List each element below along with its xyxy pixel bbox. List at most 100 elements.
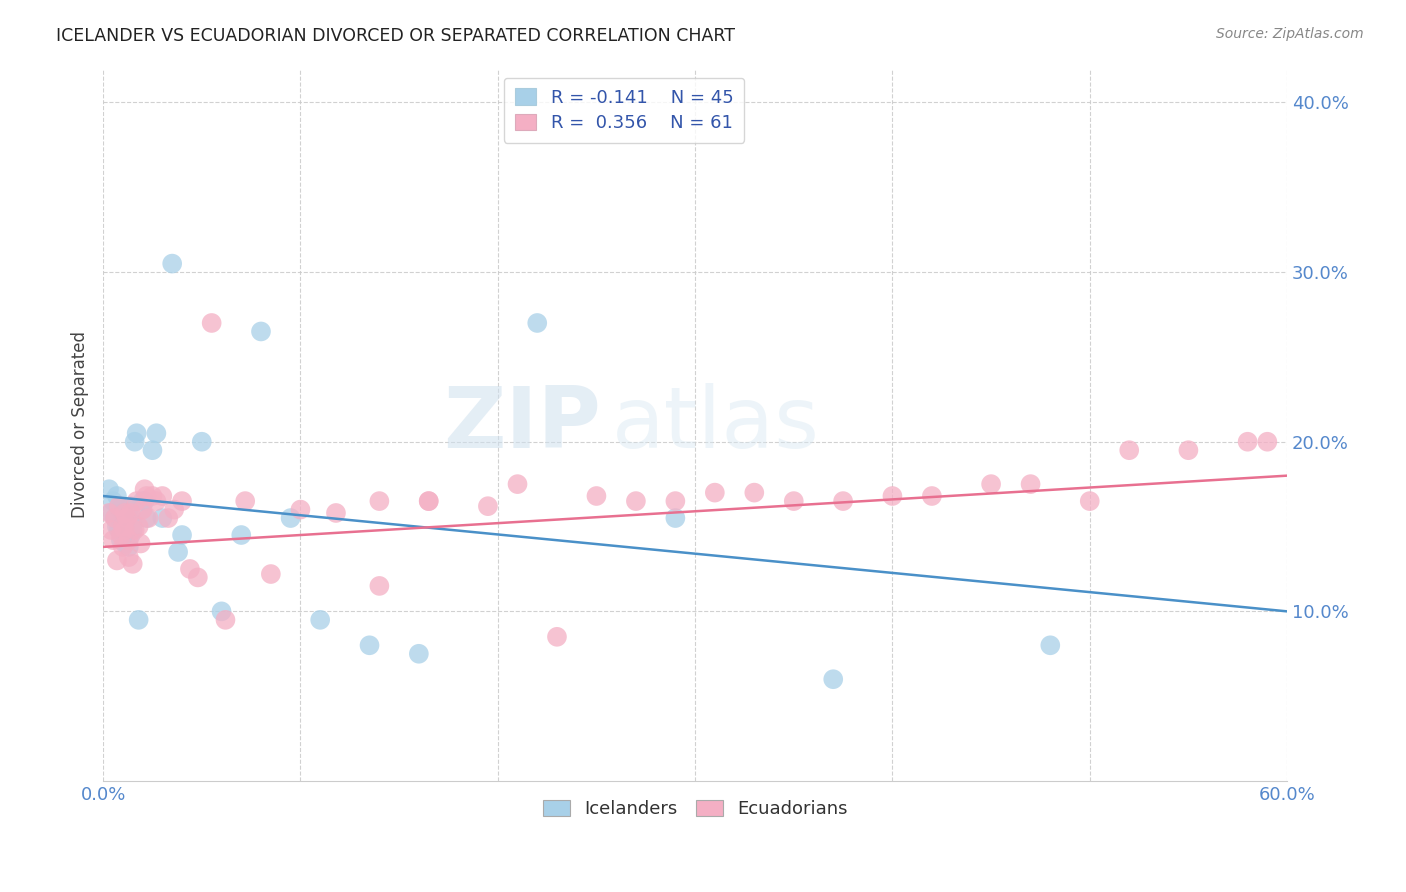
Point: [120, 499, 142, 513]
Point: [546, 630, 568, 644]
Point: [418, 494, 440, 508]
Point: [110, 502, 132, 516]
Point: [526, 316, 548, 330]
Point: [135, 489, 157, 503]
Point: [115, 511, 138, 525]
Point: [191, 434, 214, 449]
Point: [150, 489, 173, 503]
Text: atlas: atlas: [612, 384, 820, 467]
Point: [211, 604, 233, 618]
Point: [128, 613, 150, 627]
Point: [145, 426, 167, 441]
Point: [145, 494, 167, 508]
Point: [187, 570, 209, 584]
Point: [703, 485, 725, 500]
Point: [664, 494, 686, 508]
Point: [138, 511, 160, 525]
Text: ICELANDER VS ECUADORIAN DIVORCED OR SEPARATED CORRELATION CHART: ICELANDER VS ECUADORIAN DIVORCED OR SEPA…: [56, 27, 735, 45]
Point: [882, 489, 904, 503]
Point: [115, 511, 138, 525]
Point: [1019, 477, 1042, 491]
Point: [325, 506, 347, 520]
Point: [118, 550, 141, 565]
Point: [101, 494, 124, 508]
Point: [118, 502, 141, 516]
Point: [108, 499, 131, 513]
Point: [418, 494, 440, 508]
Point: [100, 506, 122, 520]
Point: [250, 325, 273, 339]
Point: [160, 257, 183, 271]
Point: [1039, 638, 1062, 652]
Point: [141, 489, 163, 503]
Point: [170, 528, 193, 542]
Point: [135, 511, 157, 525]
Point: [280, 511, 302, 525]
Point: [98, 482, 121, 496]
Point: [114, 523, 136, 537]
Point: [105, 519, 128, 533]
Point: [118, 540, 141, 554]
Point: [231, 528, 253, 542]
Point: [121, 516, 143, 530]
Point: [131, 494, 153, 508]
Point: [110, 528, 132, 542]
Point: [121, 523, 143, 537]
Point: [980, 477, 1002, 491]
Point: [114, 523, 136, 537]
Point: [179, 562, 201, 576]
Point: [585, 489, 607, 503]
Point: [110, 533, 132, 548]
Point: [121, 557, 143, 571]
Point: [100, 523, 122, 537]
Point: [1256, 434, 1278, 449]
Point: [125, 494, 148, 508]
Point: [309, 613, 332, 627]
Point: [233, 494, 256, 508]
Point: [134, 494, 156, 508]
Point: [664, 511, 686, 525]
Point: [105, 553, 128, 567]
Legend: Icelanders, Ecuadorians: Icelanders, Ecuadorians: [536, 793, 855, 825]
Text: ZIP: ZIP: [443, 384, 600, 467]
Point: [832, 494, 855, 508]
Point: [368, 494, 391, 508]
Point: [506, 477, 529, 491]
Point: [150, 511, 173, 525]
Point: [157, 511, 180, 525]
Point: [260, 567, 283, 582]
Point: [134, 482, 156, 496]
Point: [167, 545, 190, 559]
Point: [1118, 443, 1140, 458]
Point: [359, 638, 381, 652]
Point: [111, 506, 134, 520]
Point: [368, 579, 391, 593]
Point: [477, 499, 499, 513]
Point: [104, 511, 127, 525]
Point: [141, 443, 163, 458]
Point: [214, 613, 236, 627]
Point: [131, 502, 153, 516]
Point: [120, 528, 142, 542]
Point: [114, 506, 136, 520]
Point: [111, 519, 134, 533]
Point: [111, 540, 134, 554]
Point: [201, 316, 224, 330]
Point: [118, 533, 141, 548]
Y-axis label: Divorced or Separated: Divorced or Separated: [72, 331, 89, 518]
Point: [290, 502, 312, 516]
Point: [124, 523, 146, 537]
Point: [742, 485, 765, 500]
Point: [624, 494, 647, 508]
Point: [125, 426, 148, 441]
Point: [408, 647, 430, 661]
Point: [163, 502, 186, 516]
Point: [108, 523, 131, 537]
Point: [104, 511, 127, 525]
Point: [98, 506, 121, 520]
Point: [783, 494, 806, 508]
Point: [823, 672, 845, 686]
Text: Source: ZipAtlas.com: Source: ZipAtlas.com: [1216, 27, 1364, 41]
Point: [1236, 434, 1258, 449]
Point: [114, 536, 136, 550]
